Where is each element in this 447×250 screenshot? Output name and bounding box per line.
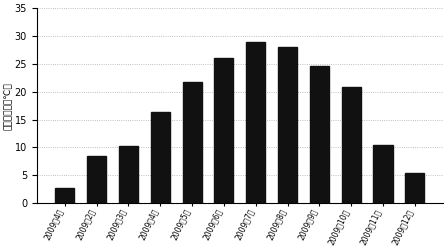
- Bar: [55, 188, 74, 203]
- Bar: [373, 145, 392, 203]
- Bar: [310, 66, 329, 203]
- Bar: [87, 156, 106, 203]
- Bar: [215, 58, 233, 203]
- Bar: [246, 42, 265, 203]
- Bar: [151, 112, 170, 203]
- Bar: [278, 47, 297, 203]
- Bar: [342, 87, 361, 203]
- Bar: [405, 172, 424, 203]
- Bar: [182, 82, 202, 203]
- Y-axis label: 月平均温度（℃）: 月平均温度（℃）: [4, 82, 13, 130]
- Bar: [119, 146, 138, 203]
